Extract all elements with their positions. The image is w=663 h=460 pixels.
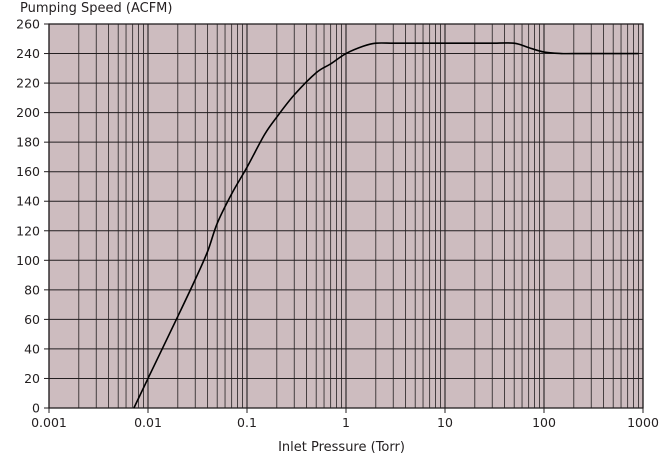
y-tick-label: 120 <box>16 223 40 238</box>
y-tick-label: 20 <box>24 371 40 386</box>
y-tick-label: 100 <box>16 253 40 268</box>
y-tick-label: 180 <box>16 135 40 150</box>
y-tick-label: 0 <box>32 401 40 416</box>
y-tick-label: 60 <box>24 312 40 327</box>
x-tick-label: 10 <box>437 415 453 430</box>
y-tick-label: 240 <box>16 46 40 61</box>
y-tick-label: 200 <box>16 105 40 120</box>
y-tick-label: 40 <box>24 341 40 356</box>
x-tick-label: 0.01 <box>134 415 162 430</box>
x-tick-label: 100 <box>532 415 556 430</box>
y-tick-label: 80 <box>24 282 40 297</box>
plot-frame <box>48 23 644 409</box>
x-tick-label: 1000 <box>627 415 659 430</box>
y-tick-label: 220 <box>16 76 40 91</box>
y-tick-label: 260 <box>16 17 40 32</box>
pumping-speed-curve <box>133 42 639 409</box>
y-tick-label: 140 <box>16 194 40 209</box>
x-tick-label: 1 <box>342 415 350 430</box>
x-tick-label: 0.001 <box>31 415 67 430</box>
chart-title: Pumping Speed (ACFM) <box>20 1 173 16</box>
x-tick-label: 0.1 <box>237 415 257 430</box>
x-axis-label: Inlet Pressure (Torr) <box>278 440 405 455</box>
y-tick-label: 160 <box>16 164 40 179</box>
